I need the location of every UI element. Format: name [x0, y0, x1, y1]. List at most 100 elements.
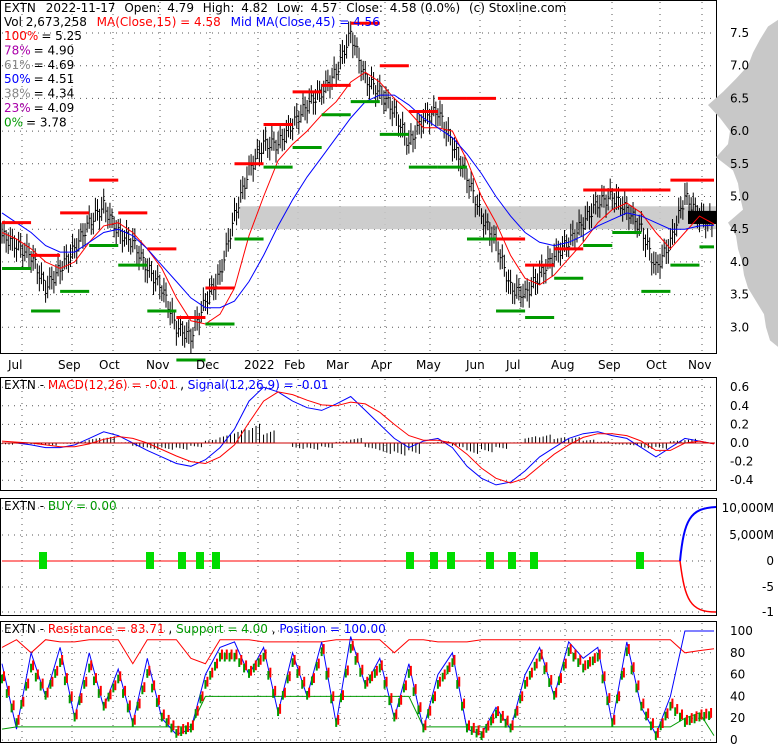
buy-signal-marker — [212, 552, 220, 569]
buy-signal-marker — [178, 552, 186, 569]
x-tick-label: Dec — [196, 358, 219, 372]
rsp-dash: - — [40, 622, 48, 636]
buy-signal-marker — [508, 552, 516, 569]
fib-value: = 4.34 — [34, 87, 75, 101]
date: 2022-11-17 — [46, 1, 116, 15]
fib-level-label: 78% = 4.90 — [4, 43, 74, 57]
price-series — [1, 21, 715, 362]
symbol: EXTN — [4, 1, 36, 15]
fib-level-label: 100% = 5.25 — [4, 29, 82, 43]
y-tick-label-buy: 10,000M — [722, 501, 774, 515]
x-tick-label: Oct — [99, 358, 120, 372]
support-label: Support = 4.00 — [176, 622, 268, 636]
x-tick-label: Sep — [58, 358, 81, 372]
buy-label: BUY = 0.00 — [48, 499, 117, 513]
price-panel-frame — [0, 0, 717, 354]
fib-level-label: 0% = 3.78 — [4, 115, 67, 129]
y-tick-label-price: 5.0 — [730, 190, 749, 204]
open-label: Open: — [124, 1, 160, 15]
y-tick-label-buy: 0 — [766, 554, 774, 568]
signal-label: Signal(12,26,9) = -0.01 — [188, 378, 329, 392]
rsp-comma2: , — [272, 622, 280, 636]
y-tick-label-rsp: 100 — [730, 624, 753, 638]
fib-level-label: 61% = 4.69 — [4, 58, 74, 72]
y-tick-label-macd: 0.0 — [730, 436, 749, 450]
fib-level-label: 23% = 4.09 — [4, 101, 74, 115]
low-value: 4.57 — [311, 1, 338, 15]
x-tick-label: Nov — [146, 358, 169, 372]
buy-symbol: EXTN — [4, 499, 36, 513]
y-tick-label-macd: 0.2 — [730, 417, 749, 431]
rsp-symbol: EXTN — [4, 622, 36, 636]
buy-signal-marker — [530, 552, 538, 569]
x-tick-label: Apr — [371, 358, 392, 372]
fib-pct: 78% — [4, 43, 31, 57]
y-tick-label-price: 3.0 — [730, 320, 749, 334]
macd-header: EXTN - MACD(12,26) = -0.01 , Signal(12,2… — [4, 378, 329, 392]
position-label: Position = 100.00 — [279, 622, 385, 636]
macd-dash: - — [40, 378, 48, 392]
fib-level-label: 50% = 4.51 — [4, 72, 74, 86]
high-label: High: — [203, 1, 235, 15]
buy-signal-marker — [146, 552, 154, 569]
fib-pct: 0% — [4, 115, 23, 129]
buy-header: EXTN - BUY = 0.00 — [4, 499, 117, 513]
rsp-series — [1, 630, 715, 740]
buy-blue-curve — [679, 506, 717, 562]
price-header-line2: Vol 2,673,258 MA(Close,15) = 4.58 Mid MA… — [4, 15, 380, 29]
y-tick-label-macd: 0.4 — [730, 399, 749, 413]
volume-label: Vol 2,673,258 — [4, 15, 87, 29]
buy-signals — [2, 506, 717, 613]
volume-profile-shape — [708, 19, 778, 347]
source-label: (c) Stoxline.com — [469, 1, 566, 15]
ma45-label: Mid MA(Close,45) = 4.56 — [231, 15, 380, 29]
macd-comma: , — [180, 378, 188, 392]
macd-panel-frame — [0, 377, 717, 491]
buy-red-curve — [679, 560, 717, 613]
y-tick-label-macd: -0.4 — [730, 473, 753, 487]
y-tick-label-price: 4.0 — [730, 255, 749, 269]
fib-pct: 38% — [4, 87, 31, 101]
y-tick-label-rsp: 0 — [730, 733, 738, 746]
axis-labels: Jul Sep Oct Nov Dec 2022 Feb Mar Apr May Jun Jul Aug… — [7, 26, 774, 746]
x-tick-label: Oct — [646, 358, 667, 372]
volume-profile — [708, 19, 778, 347]
fib-pct: 100% — [4, 29, 38, 43]
macd-label: MACD(12,26) = -0.01 — [48, 378, 176, 392]
y-tick-label-buy: 5,000M — [729, 528, 774, 542]
buy-signal-marker — [636, 552, 644, 569]
x-tick-label: Feb — [284, 358, 305, 372]
low-label: Low: — [277, 1, 304, 15]
resistance-label: Resistance = 83.71 — [48, 622, 165, 636]
ma45-line — [1, 94, 715, 309]
price-header-line1: EXTN 2022-11-17 Open: 4.79 High: 4.82 Lo… — [4, 1, 566, 15]
price-bars — [1, 21, 714, 354]
buy-signal-marker — [430, 552, 438, 569]
y-tick-label-macd: -0.2 — [730, 455, 753, 469]
y-tick-label-price: 3.5 — [730, 288, 749, 302]
fib-value: = 4.09 — [34, 101, 75, 115]
rsp-support-line — [1, 695, 715, 736]
rsp-position-line — [1, 630, 714, 736]
x-tick-label: 2022 — [244, 358, 275, 372]
macd-series — [1, 386, 715, 486]
rsp-header: EXTN - Resistance = 83.71 , Support = 4.… — [4, 622, 386, 636]
y-tick-label-price: 6.0 — [730, 124, 749, 138]
y-tick-label-buy: -1 — [762, 605, 774, 619]
x-tick-label: Jul — [505, 358, 520, 372]
buy-signal-marker — [196, 552, 204, 569]
x-tick-label: Jul — [7, 358, 22, 372]
y-tick-label-price: 7.0 — [730, 59, 749, 73]
rsp-resistance-line — [1, 639, 715, 665]
x-tick-label: May — [416, 358, 441, 372]
y-tick-label-rsp: 80 — [730, 646, 745, 660]
buy-signal-marker — [39, 552, 47, 569]
macd-symbol: EXTN — [4, 378, 36, 392]
high-value: 4.82 — [241, 1, 268, 15]
fib-value: = 4.51 — [34, 72, 75, 86]
fib-pct: 50% — [4, 72, 31, 86]
y-tick-label-rsp: 60 — [730, 668, 745, 682]
fib-value: = 4.69 — [34, 58, 75, 72]
x-tick-label: Jun — [465, 358, 485, 372]
